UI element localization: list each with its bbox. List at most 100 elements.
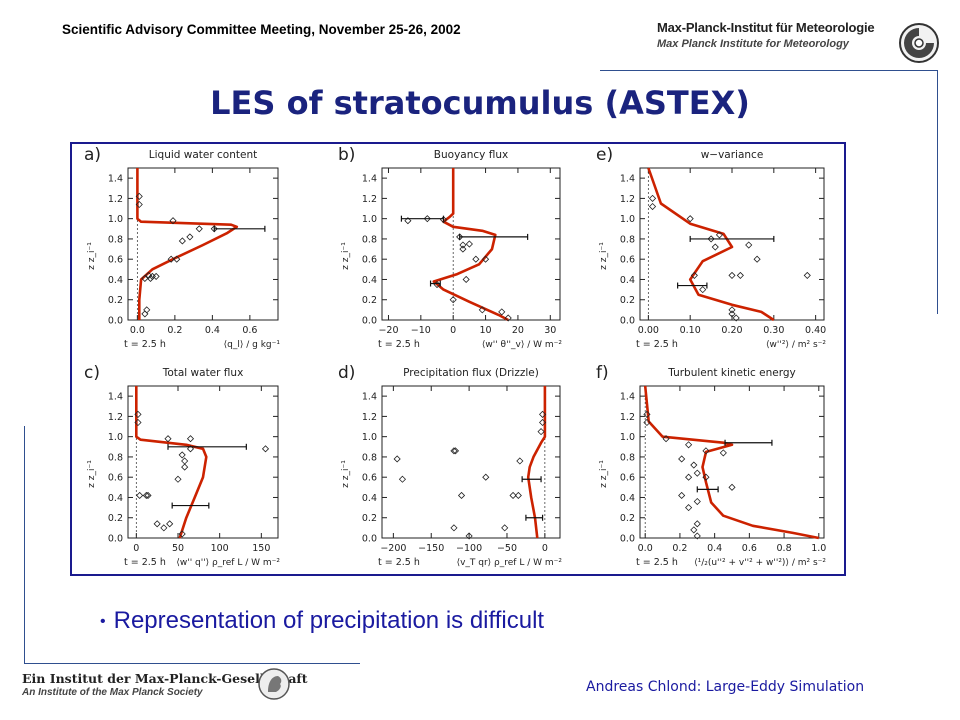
observation-point [261,445,270,453]
observation-point [136,491,144,500]
y-tick-label: 1.2 [108,194,123,205]
header-rule-vertical [937,70,938,314]
observation-point [643,410,651,418]
y-tick-label: 0.2 [108,513,123,524]
y-tick-label: 1.2 [362,194,377,205]
y-tick-label: 0.4 [620,493,635,504]
observation-point [457,491,466,500]
panel-title: w−variance [701,149,764,161]
x-tick-label: 1.0 [811,543,826,554]
y-tick-label: 0.0 [620,534,635,545]
y-axis-label: z z_i⁻¹ [87,242,97,270]
observation-point [164,435,172,443]
footer-rule-horizontal [24,663,360,664]
observation-point [153,520,161,528]
time-label: t = 2.5 h [636,557,678,568]
y-tick-label: 0.2 [362,295,377,306]
observation-point [141,274,149,283]
x-tick-label: 0 [133,543,139,554]
y-axis-label: z z_i⁻¹ [87,460,97,488]
panel-axes-box [381,385,561,539]
observation-point [186,233,194,241]
observation-point [465,532,473,540]
observation-point [509,491,517,500]
observation-point [539,410,547,418]
observation-point [181,463,189,471]
x-tick-label: 0 [450,325,456,336]
panel-title: Turbulent kinetic energy [667,367,795,379]
x-tick-label: −100 [456,543,482,554]
y-tick-label: 0.6 [108,255,123,266]
y-tick-label: 1.0 [620,214,635,225]
x-tick-label: 0.30 [763,325,784,336]
observation-point [134,410,142,418]
institute-name: Max-Planck-Institut für Meteorologie [657,20,875,35]
observation-point [711,243,719,251]
panel-letter: d) [338,363,355,383]
panel-e: e) w−variance 0.0 0.2 0.4 0.6 0.8 1.0 1.2 1.4 z z_… [596,145,826,350]
y-tick-label: 1.2 [362,412,377,423]
x-tick-label: 0.0 [130,325,145,336]
panel-letter: e) [596,145,613,165]
y-axis-label: z z_i⁻¹ [341,460,351,488]
y-tick-label: 0.8 [108,234,123,245]
y-tick-label: 1.0 [108,214,123,225]
observation-point [685,473,693,481]
x-axis-label: ⟨v_T qr⟩ ρ_ref L / W m⁻² [457,558,563,568]
y-tick-label: 1.4 [362,392,377,403]
observation-point [715,231,724,239]
x-axis-label: ⟨w'' θ''_v⟩ / W m⁻² [482,340,563,350]
model-curve [432,168,509,322]
observation-point [690,461,698,469]
model-curve [135,386,208,539]
observation-point [685,504,693,512]
x-axis-label: ⟨w'' q''⟩ ρ_ref L / W m⁻² [176,558,280,568]
y-tick-label: 1.4 [108,392,123,403]
y-tick-label: 1.2 [108,412,123,423]
observation-point [404,217,412,225]
y-tick-label: 0.8 [362,452,377,463]
time-label: t = 2.5 h [124,339,166,350]
observation-point [450,447,458,455]
x-tick-label: 100 [211,543,229,554]
x-tick-label: 0.0 [638,543,653,554]
observation-point [135,192,143,200]
y-tick-label: 1.0 [362,432,377,443]
observation-point [516,457,524,465]
panel-axes-box [639,167,825,321]
y-tick-label: 0.8 [620,452,635,463]
panel-d: d) Precipitation flux (Drizzle) 0.0 0.2 0.4 0… [338,363,562,568]
y-tick-label: 0.2 [620,295,635,306]
time-label: t = 2.5 h [378,557,420,568]
x-tick-label: 0.20 [721,325,742,336]
observation-point [728,310,736,318]
observation-point [482,473,490,481]
observation-point [699,286,707,294]
panel-title: Liquid water content [149,149,257,161]
y-tick-label: 0.0 [362,534,377,545]
y-axis-label: z z_i⁻¹ [341,242,351,270]
observation-point [450,524,458,532]
observation-point [803,271,811,279]
x-tick-label: 30 [544,325,556,336]
bullet-dot: • [100,612,106,630]
observation-point [514,491,522,500]
observation-point [174,475,182,483]
observation-point [685,441,693,449]
footer-institute-subtitle: An Institute of the Max Planck Society [22,687,203,698]
observation-point [145,271,153,279]
panel-a: a) Liquid water content 0.0 0.2 0.4 0.6 0.8 1.0… [84,145,280,350]
x-tick-label: 0.2 [672,543,687,554]
y-tick-label: 0.8 [108,452,123,463]
x-tick-label: 0.10 [680,325,701,336]
observation-point [504,314,512,322]
x-tick-label: 150 [252,543,270,554]
panel-f: f) Turbulent kinetic energy 0.0 0.2 0.4 0.6 0.… [596,363,826,568]
panel-axes-box [639,385,825,539]
x-tick-label: 0.40 [805,325,826,336]
model-curve [526,386,547,539]
y-tick-label: 1.2 [620,412,635,423]
y-tick-label: 0.0 [362,316,377,327]
x-tick-label: 0.00 [638,325,659,336]
y-tick-label: 0.2 [108,295,123,306]
